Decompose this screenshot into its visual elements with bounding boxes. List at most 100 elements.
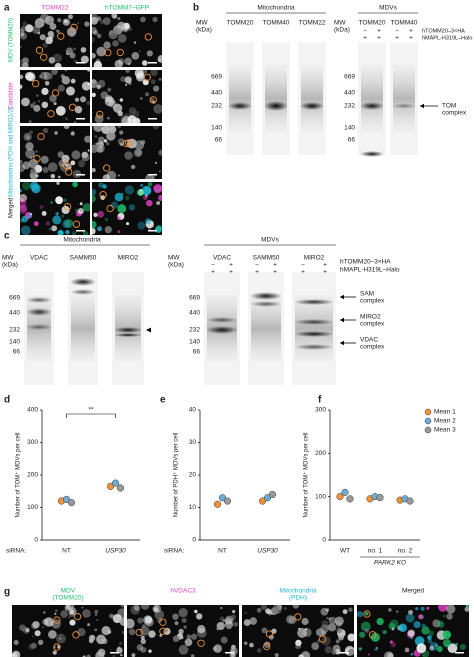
blob <box>128 628 136 636</box>
blob <box>147 182 153 187</box>
blob <box>442 630 452 639</box>
blob <box>145 218 151 225</box>
blob <box>65 229 70 235</box>
x-axis-label: siRNA: <box>6 548 26 555</box>
blob <box>30 642 37 649</box>
blob <box>106 131 116 141</box>
blob <box>139 188 143 192</box>
y-tick-label: 200 <box>315 450 326 457</box>
blob <box>418 614 424 620</box>
blob <box>285 615 296 625</box>
blob <box>92 189 97 196</box>
blob <box>70 131 75 136</box>
blob <box>158 149 162 155</box>
blob <box>43 611 46 614</box>
mean-point <box>213 500 222 508</box>
group-header: Mitochondria <box>257 5 295 12</box>
blob <box>54 62 62 67</box>
blob <box>114 192 124 202</box>
blot-smear <box>295 294 333 363</box>
blob <box>158 194 162 202</box>
blob <box>408 609 413 615</box>
lane-header: SAMM50 <box>70 255 97 262</box>
marker-ring <box>70 23 78 31</box>
annotation: complex <box>360 298 385 305</box>
marker-ring <box>72 631 80 639</box>
blob <box>42 166 49 174</box>
x-tick-label: USP30 <box>105 548 126 555</box>
blob <box>61 154 70 163</box>
band <box>250 301 282 307</box>
blob <box>113 103 123 113</box>
mw-marker: 232 <box>344 103 355 110</box>
blob <box>104 226 112 234</box>
marker-ring <box>73 612 82 621</box>
blob <box>348 607 353 612</box>
blob <box>249 617 258 625</box>
blob <box>438 605 448 612</box>
blob <box>232 610 236 614</box>
blob <box>60 610 69 618</box>
blob <box>127 115 137 123</box>
mw-marker: 669 <box>344 74 355 81</box>
sign: − <box>301 262 305 269</box>
blob <box>454 643 458 646</box>
band <box>294 299 334 305</box>
marker-ring <box>32 79 40 88</box>
blob <box>357 610 364 618</box>
blob <box>104 217 109 222</box>
panel-letter: f <box>318 395 322 406</box>
blob <box>62 18 70 26</box>
sign: + <box>301 269 305 276</box>
blob <box>407 629 415 637</box>
blob <box>57 151 64 158</box>
lane-header: VDAC <box>30 255 48 262</box>
blob <box>62 219 71 229</box>
blob <box>153 104 162 114</box>
marker-ring <box>51 89 60 97</box>
micrograph-texture <box>92 182 162 235</box>
scale-bar <box>455 652 464 654</box>
blob <box>92 194 96 203</box>
sign: + <box>377 28 381 35</box>
blob <box>36 94 39 97</box>
blob <box>92 220 97 229</box>
blob <box>92 79 98 89</box>
blob <box>86 101 90 105</box>
blot-smear <box>301 64 323 133</box>
marker-ring <box>63 203 72 211</box>
blob <box>156 201 161 205</box>
micrograph-texture <box>127 605 239 657</box>
blob <box>311 642 320 651</box>
blob <box>435 644 438 647</box>
blob <box>370 632 380 642</box>
y-axis-label: Number of TOM⁺ MDVs per cell <box>15 433 22 518</box>
blob <box>63 198 67 202</box>
blob <box>69 52 76 59</box>
blob <box>139 97 143 100</box>
lane-header: TOMM22 <box>299 20 326 27</box>
blob <box>46 72 53 80</box>
blob <box>20 28 25 34</box>
blob <box>41 87 49 96</box>
marker-ring <box>143 73 151 81</box>
arrow-head <box>340 340 344 346</box>
mw-label: MW <box>2 255 14 262</box>
blob <box>20 84 23 89</box>
blob <box>157 54 162 63</box>
construct-label: hTOMM20–3×HA <box>422 28 465 34</box>
y-tick-label: 0 <box>322 537 326 544</box>
blob <box>216 621 225 631</box>
blob <box>334 616 344 626</box>
blob <box>117 204 127 214</box>
blob <box>322 630 327 635</box>
blob <box>117 174 120 177</box>
blob <box>20 32 25 37</box>
blob <box>119 130 124 135</box>
lane-header: MIRO2 <box>304 255 325 262</box>
blob <box>104 96 115 107</box>
blob <box>190 654 195 657</box>
blob <box>315 628 324 637</box>
blob <box>415 607 419 611</box>
band <box>26 308 52 316</box>
